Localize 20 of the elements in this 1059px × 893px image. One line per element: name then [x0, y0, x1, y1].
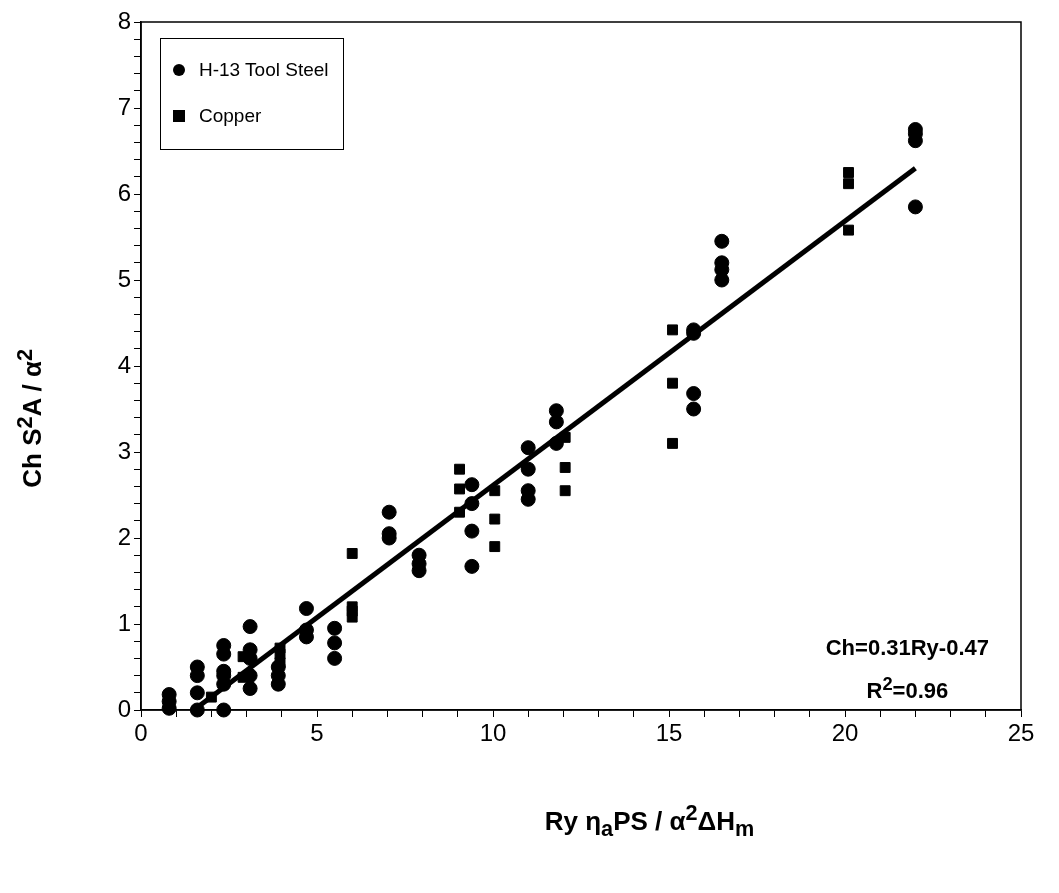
annotation: Ch=0.31Ry-0.47 — [825, 634, 989, 662]
annotation: R$^{2}$=0.96 — [865, 672, 950, 706]
x-tick-label: 5 — [310, 719, 324, 747]
x-tick-label: 25 — [1007, 719, 1035, 747]
y-tick-label: 8 — [117, 6, 131, 34]
y-tick-label: 3 — [117, 436, 131, 464]
y-tick-label: 7 — [117, 92, 131, 120]
y-tick-label: 6 — [117, 178, 131, 206]
x-axis-title: Ry η$_{a}$PS / α$^{2}$ΔH$_{m}$ — [543, 800, 756, 842]
y-tick-label: 2 — [117, 522, 131, 550]
y-tick-label: 1 — [117, 608, 131, 636]
legend-label: H-13 Tool Steel — [199, 59, 329, 81]
y-tick-label: 0 — [117, 694, 131, 722]
y-tick-label: 4 — [117, 350, 131, 378]
legend-label: Copper — [199, 105, 262, 127]
x-tick-label: 15 — [655, 719, 683, 747]
y-tick-label: 5 — [117, 264, 131, 292]
x-tick-label: 0 — [134, 719, 148, 747]
x-tick-label: 10 — [479, 719, 507, 747]
x-tick-label: 20 — [831, 719, 859, 747]
